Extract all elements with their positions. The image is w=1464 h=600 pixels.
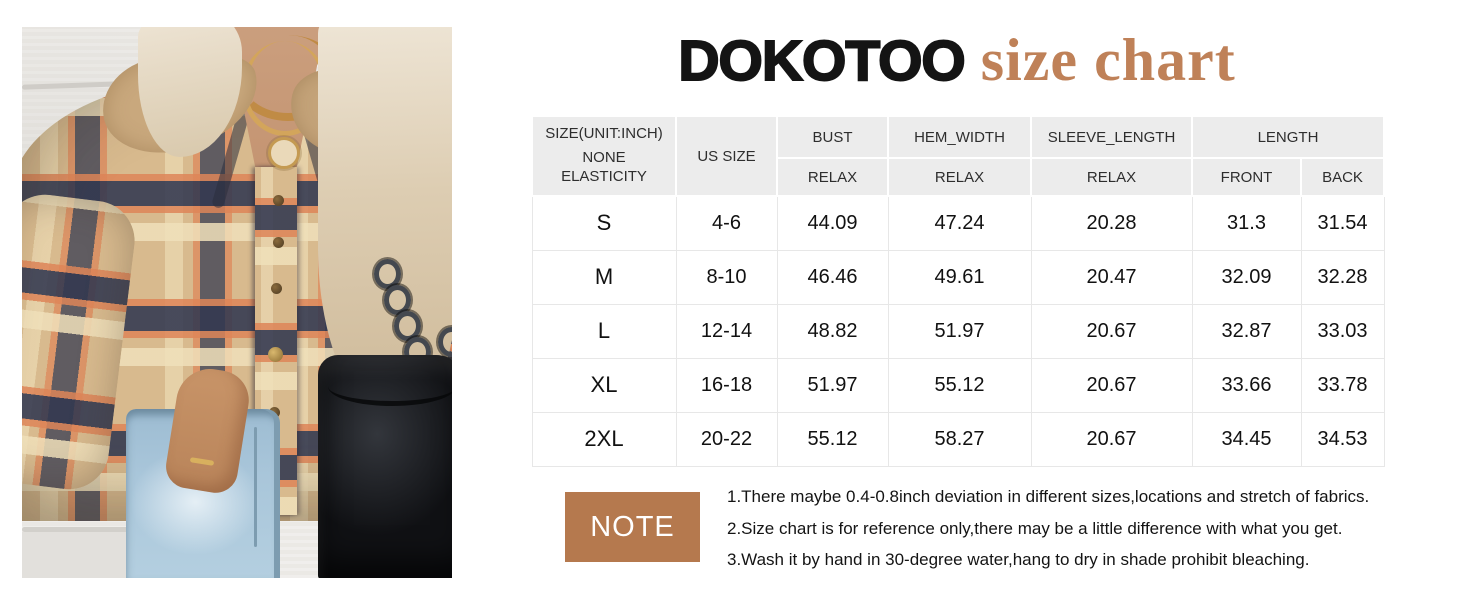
cell-size: L xyxy=(531,303,677,359)
header-relax-bust: RELAX xyxy=(776,157,889,197)
bag-ruche-detail xyxy=(328,367,452,406)
cell-front: 32.09 xyxy=(1191,249,1302,305)
header-bust: BUST xyxy=(776,115,889,159)
table-row: 2XL 20-22 55.12 58.27 20.67 34.45 34.53 xyxy=(531,411,1385,467)
note-line: 1.There maybe 0.4-0.8inch deviation in d… xyxy=(727,487,1370,506)
cell-sleeve: 20.67 xyxy=(1030,303,1193,359)
table-row: L 12-14 48.82 51.97 20.67 32.87 33.03 xyxy=(531,303,1385,359)
cell-bust: 44.09 xyxy=(776,195,889,251)
title-suffix: size chart xyxy=(980,27,1236,93)
table-row: XL 16-18 51.97 55.12 20.67 33.66 33.78 xyxy=(531,357,1385,413)
cell-bust: 55.12 xyxy=(776,411,889,467)
page-title: DOKOTOO size chart xyxy=(531,26,1383,95)
cell-us-size: 16-18 xyxy=(675,357,778,413)
header-size-unit: SIZE(UNIT:INCH) NONE ELASTICITY xyxy=(531,115,677,197)
header-relax-sleeve: RELAX xyxy=(1030,157,1193,197)
size-unit-label: SIZE(UNIT:INCH) xyxy=(545,125,663,143)
shacket-button xyxy=(268,347,283,362)
note-text: 1.There maybe 0.4-0.8inch deviation in d… xyxy=(727,481,1397,576)
cell-front: 32.87 xyxy=(1191,303,1302,359)
cell-back: 32.28 xyxy=(1300,249,1385,305)
cell-back: 33.78 xyxy=(1300,357,1385,413)
cell-size: XL xyxy=(531,357,677,413)
wall-groove xyxy=(22,527,140,532)
wall-ledge xyxy=(22,532,140,578)
bag-chain-link xyxy=(394,311,421,341)
cell-us-size: 20-22 xyxy=(675,411,778,467)
cell-size: S xyxy=(531,195,677,251)
cell-sleeve: 20.67 xyxy=(1030,411,1193,467)
header-front: FRONT xyxy=(1191,157,1302,197)
table-row: S 4-6 44.09 47.24 20.28 31.3 31.54 xyxy=(531,195,1385,251)
cell-back: 33.03 xyxy=(1300,303,1385,359)
size-chart-table: SIZE(UNIT:INCH) NONE ELASTICITY US SIZE … xyxy=(531,115,1385,467)
cell-sleeve: 20.28 xyxy=(1030,195,1193,251)
cell-front: 34.45 xyxy=(1191,411,1302,467)
table-row: M 8-10 46.46 49.61 20.47 32.09 32.28 xyxy=(531,249,1385,305)
header-us-size: US SIZE xyxy=(675,115,778,197)
cell-hem: 58.27 xyxy=(887,411,1032,467)
cell-hem: 51.97 xyxy=(887,303,1032,359)
header-length: LENGTH xyxy=(1191,115,1385,159)
bag-chain-link xyxy=(438,327,452,357)
shacket-button xyxy=(273,195,284,206)
cell-us-size: 12-14 xyxy=(675,303,778,359)
cell-us-size: 4-6 xyxy=(675,195,778,251)
cell-hem: 55.12 xyxy=(887,357,1032,413)
cell-sleeve: 20.47 xyxy=(1030,249,1193,305)
header-sleeve-length: SLEEVE_LENGTH xyxy=(1030,115,1193,159)
bag-chain-link xyxy=(374,259,401,289)
cell-size: 2XL xyxy=(531,411,677,467)
note-line: 2.Size chart is for reference only,there… xyxy=(727,518,1343,538)
cell-front: 33.66 xyxy=(1191,357,1302,413)
note-badge: NOTE xyxy=(565,492,700,562)
header-back: BACK xyxy=(1300,157,1385,197)
jeans-seam xyxy=(254,427,257,547)
coin-pendant xyxy=(268,137,300,169)
brand-name: DOKOTOO xyxy=(677,28,966,94)
cell-us-size: 8-10 xyxy=(675,249,778,305)
cell-front: 31.3 xyxy=(1191,195,1302,251)
cell-hem: 47.24 xyxy=(887,195,1032,251)
shacket-button xyxy=(271,283,282,294)
cell-bust: 46.46 xyxy=(776,249,889,305)
elasticity-label: NONE ELASTICITY xyxy=(561,149,647,185)
bag-chain-link xyxy=(384,285,411,315)
cell-size: M xyxy=(531,249,677,305)
cell-sleeve: 20.67 xyxy=(1030,357,1193,413)
shacket-button xyxy=(273,237,284,248)
cell-hem: 49.61 xyxy=(887,249,1032,305)
cell-bust: 48.82 xyxy=(776,303,889,359)
cell-bust: 51.97 xyxy=(776,357,889,413)
note-line: 3.Wash it by hand in 30-degree water,han… xyxy=(727,550,1310,569)
product-photo xyxy=(22,27,452,578)
header-hem-width: HEM_WIDTH xyxy=(887,115,1032,159)
header-relax-hem: RELAX xyxy=(887,157,1032,197)
cell-back: 31.54 xyxy=(1300,195,1385,251)
cell-back: 34.53 xyxy=(1300,411,1385,467)
